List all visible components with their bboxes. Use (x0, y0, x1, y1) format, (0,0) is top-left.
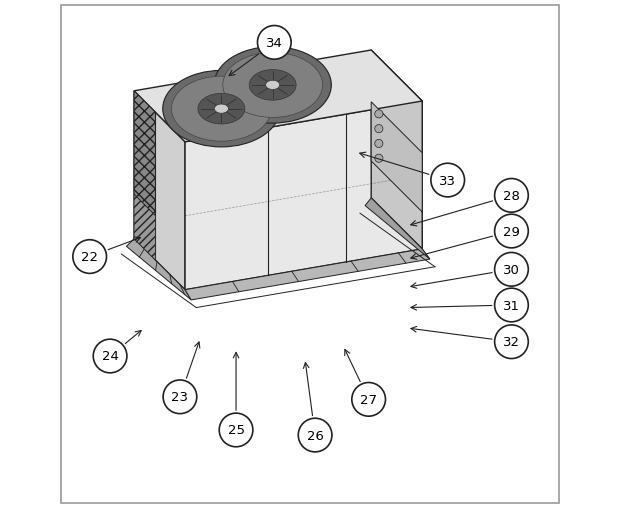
Text: 26: 26 (307, 429, 324, 442)
Ellipse shape (162, 71, 280, 148)
Ellipse shape (265, 81, 280, 90)
Circle shape (431, 164, 464, 197)
Text: 31: 31 (503, 299, 520, 312)
Text: 23: 23 (172, 390, 188, 404)
Polygon shape (185, 249, 430, 300)
Text: 28: 28 (503, 189, 520, 203)
Polygon shape (126, 239, 191, 300)
Text: 32: 32 (503, 335, 520, 349)
Text: 34: 34 (266, 37, 283, 50)
Circle shape (495, 253, 528, 287)
Text: 24: 24 (102, 350, 118, 363)
Circle shape (374, 155, 383, 163)
Polygon shape (185, 102, 422, 290)
Circle shape (495, 215, 528, 248)
Circle shape (495, 179, 528, 213)
Text: 22: 22 (81, 250, 98, 264)
Polygon shape (371, 51, 422, 249)
Circle shape (73, 240, 107, 274)
Circle shape (495, 325, 528, 359)
Circle shape (374, 125, 383, 133)
Circle shape (374, 140, 383, 148)
Ellipse shape (214, 47, 331, 124)
Polygon shape (134, 51, 422, 143)
Polygon shape (134, 195, 156, 261)
Ellipse shape (172, 77, 271, 142)
Text: 30: 30 (503, 263, 520, 276)
Polygon shape (365, 199, 430, 260)
Polygon shape (134, 92, 185, 290)
Circle shape (495, 289, 528, 322)
Text: 25: 25 (228, 423, 244, 437)
Ellipse shape (223, 53, 322, 118)
Circle shape (374, 110, 383, 119)
Circle shape (298, 418, 332, 452)
Circle shape (93, 340, 127, 373)
Ellipse shape (249, 70, 296, 101)
Circle shape (219, 413, 253, 447)
Text: 33: 33 (439, 174, 456, 187)
Text: 29: 29 (503, 225, 520, 238)
Text: 27: 27 (360, 393, 377, 406)
Polygon shape (371, 103, 422, 213)
Circle shape (257, 26, 291, 60)
Ellipse shape (215, 105, 228, 114)
Circle shape (352, 383, 386, 416)
Ellipse shape (198, 94, 245, 125)
Circle shape (163, 380, 197, 414)
Text: eReplacementParts.com: eReplacementParts.com (242, 254, 378, 265)
Polygon shape (134, 92, 156, 216)
